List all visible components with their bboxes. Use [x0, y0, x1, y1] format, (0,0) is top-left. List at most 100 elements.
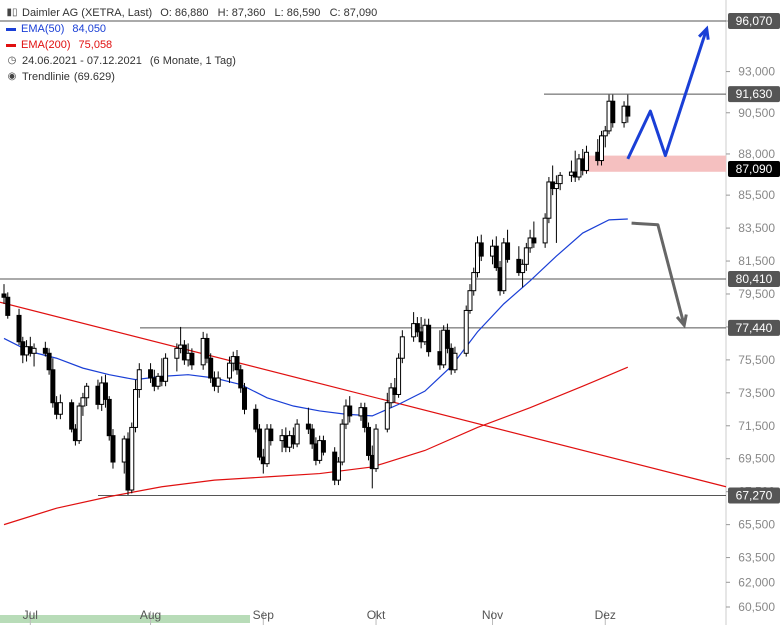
candle	[505, 229, 511, 263]
candle-body	[50, 369, 56, 404]
candle	[31, 343, 37, 367]
candle-body	[542, 217, 548, 244]
candle-body	[471, 272, 477, 292]
candle-body	[388, 387, 394, 404]
price-level-marker-label: 67,270	[736, 488, 773, 502]
candle	[69, 399, 75, 433]
price-level-marker	[728, 487, 780, 504]
candle-body	[602, 130, 608, 137]
candle-body	[181, 344, 187, 361]
candle-body	[474, 242, 480, 274]
ema50-label: EMA(50)	[21, 23, 65, 35]
candle-body	[148, 369, 154, 379]
candle	[215, 371, 221, 393]
candle	[226, 356, 232, 383]
candle-body	[520, 263, 526, 274]
candle	[80, 392, 86, 416]
candle	[242, 382, 248, 415]
candle-body	[399, 336, 405, 359]
candle-body	[625, 105, 631, 117]
candle	[110, 429, 116, 469]
candle	[414, 317, 420, 337]
candle-body	[268, 428, 274, 442]
candle-body	[452, 352, 458, 371]
candle	[625, 94, 631, 123]
x-axis-tick-label: Nov	[482, 608, 503, 622]
candle-body	[610, 100, 616, 124]
candle-body	[553, 183, 559, 190]
candle	[523, 242, 529, 271]
y-axis-tick-label: 93,000	[738, 65, 775, 79]
ema200-label: EMA(200)	[21, 39, 71, 51]
candle	[189, 348, 195, 370]
candle-body	[110, 435, 116, 463]
chart-legend: ▮▯ Daimler AG (XETRA, Last) O: 86,880 H:…	[6, 5, 377, 85]
candle	[238, 364, 244, 393]
price-level-marker-label: 77,440	[736, 321, 773, 335]
price-level-marker	[728, 270, 780, 287]
candle	[339, 419, 345, 466]
candle	[309, 424, 315, 449]
candle-body	[467, 290, 473, 311]
candle-body	[384, 402, 390, 430]
candle	[174, 343, 180, 372]
candle-body	[362, 407, 368, 428]
candle	[76, 402, 82, 444]
candle	[542, 213, 548, 248]
x-axis-tick-label: Sep	[253, 608, 275, 622]
y-axis-tick-label: 62,000	[738, 575, 775, 589]
y-axis-tick-label: 69,500	[738, 452, 775, 466]
candle-body	[257, 428, 263, 458]
candle-body	[5, 296, 11, 316]
trend-label: Trendlinie	[22, 71, 70, 83]
bearish-scenario-arrow-path	[631, 221, 686, 326]
candle-body	[80, 397, 86, 407]
candle	[320, 435, 326, 456]
candle	[136, 363, 142, 398]
ema50-line	[3, 218, 628, 417]
candle-body	[426, 324, 432, 353]
candle-body	[226, 362, 232, 379]
candle	[493, 236, 499, 271]
candle	[42, 341, 48, 357]
candle-body	[599, 135, 605, 162]
candle-body	[414, 323, 420, 333]
candle-body	[16, 314, 22, 343]
period-range: 24.06.2021 - 07.12.2021	[22, 55, 142, 67]
candle	[129, 422, 135, 494]
candle	[602, 125, 608, 148]
candle-body	[238, 369, 244, 389]
candle	[234, 349, 240, 375]
candle	[610, 94, 616, 128]
candle	[102, 374, 108, 408]
candle-body	[133, 389, 139, 428]
candle-body	[366, 426, 372, 456]
bullish-scenario-arrow-arrowhead	[698, 25, 710, 40]
candle	[452, 346, 458, 374]
y-axis-tick-label: 63,500	[738, 551, 775, 565]
legend-period-row: ◷ 24.06.2021 - 07.12.2021 (6 Monate, 1 T…	[6, 53, 377, 69]
trend-value: (69.629)	[73, 71, 115, 83]
candle	[388, 382, 394, 408]
y-axis-tick-label: 60,500	[738, 600, 775, 614]
candle-body	[339, 423, 345, 463]
y-axis-tick-label: 81,500	[738, 254, 775, 268]
candle-body	[478, 242, 484, 257]
candle-body	[583, 151, 589, 171]
candle-body	[234, 356, 240, 371]
candle	[426, 318, 432, 357]
candle	[253, 404, 259, 433]
candle	[204, 333, 210, 364]
candle	[444, 323, 450, 354]
price-level-marker-label: 91,630	[736, 87, 773, 101]
candle-body	[253, 408, 259, 430]
candle	[57, 394, 63, 420]
candle-body	[129, 426, 135, 491]
candle-body	[305, 423, 311, 430]
candle	[305, 407, 311, 435]
candle	[501, 237, 507, 294]
candle	[133, 379, 139, 433]
candle-body	[444, 329, 450, 349]
candle	[557, 172, 563, 191]
ema200-line	[3, 366, 629, 526]
